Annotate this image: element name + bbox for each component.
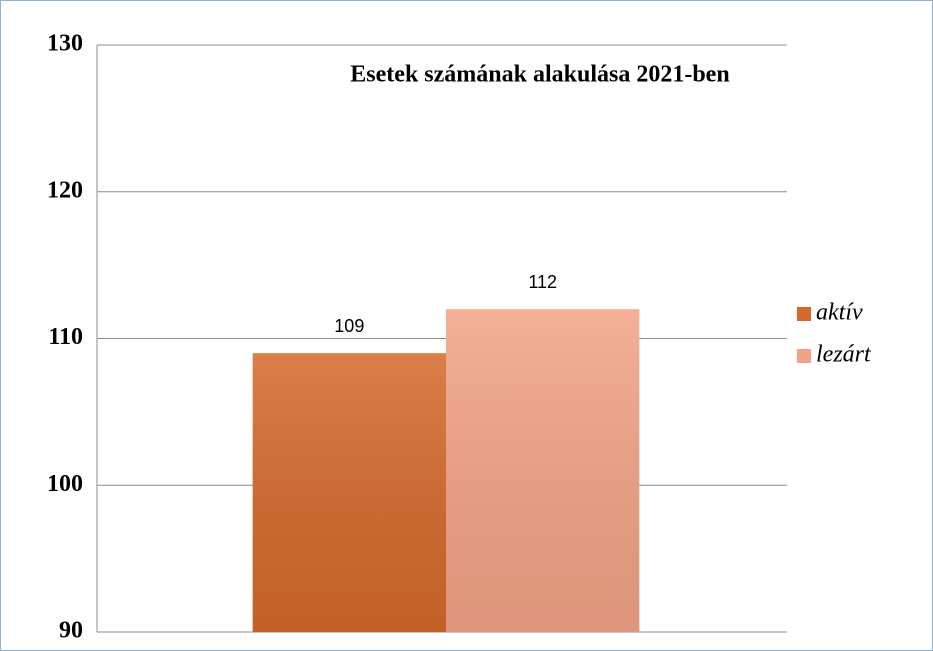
value-label: 109 bbox=[334, 316, 364, 336]
bar-shade bbox=[446, 309, 640, 632]
y-tick-label: 100 bbox=[47, 471, 83, 497]
legend-swatch bbox=[797, 307, 811, 321]
y-tick-label: 90 bbox=[59, 618, 83, 644]
legend-label: lezárt bbox=[816, 342, 872, 368]
value-label: 112 bbox=[528, 272, 557, 292]
legend-swatch bbox=[797, 349, 811, 363]
y-tick-label: 120 bbox=[47, 177, 83, 203]
y-tick-label: 130 bbox=[47, 31, 83, 57]
y-tick-label: 110 bbox=[48, 324, 83, 350]
chart-title: Esetek számának alakulása 2021-ben bbox=[350, 62, 729, 88]
legend-label: aktív bbox=[816, 300, 863, 326]
bar-shade bbox=[252, 353, 446, 632]
